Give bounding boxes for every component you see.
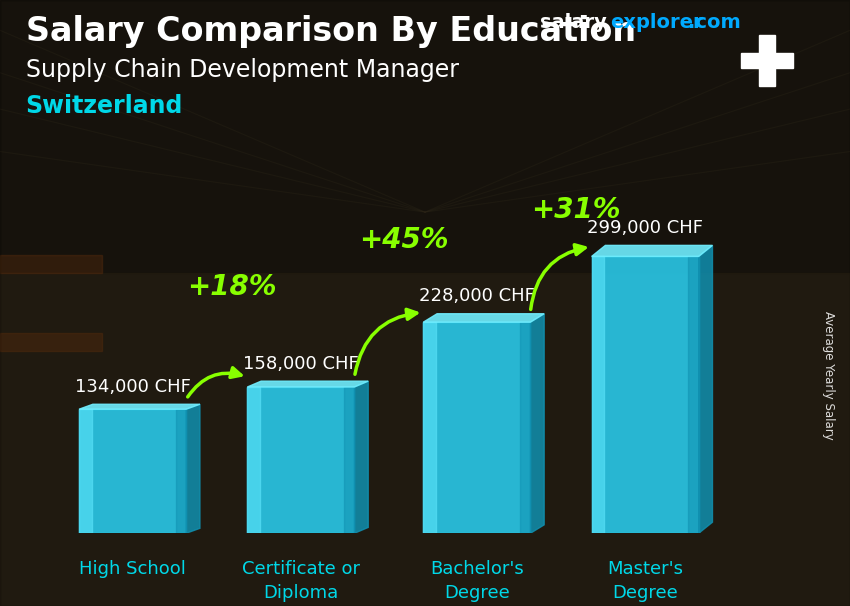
Text: 158,000 CHF: 158,000 CHF bbox=[243, 355, 359, 373]
Text: 228,000 CHF: 228,000 CHF bbox=[419, 287, 535, 305]
Bar bbox=[592, 256, 604, 533]
Text: +45%: +45% bbox=[360, 226, 449, 254]
Polygon shape bbox=[79, 404, 200, 409]
Bar bbox=[520, 322, 530, 533]
Bar bbox=[688, 256, 699, 533]
Bar bbox=[247, 387, 354, 533]
Bar bbox=[79, 409, 186, 533]
Text: Certificate or
Diploma: Certificate or Diploma bbox=[242, 560, 360, 602]
Polygon shape bbox=[423, 314, 544, 322]
Polygon shape bbox=[592, 245, 712, 256]
Text: High School: High School bbox=[79, 560, 186, 578]
Bar bbox=[344, 387, 354, 533]
Polygon shape bbox=[186, 404, 200, 533]
Text: .com: .com bbox=[688, 13, 741, 32]
Bar bbox=[0, 333, 102, 351]
Bar bbox=[592, 256, 699, 533]
Bar bbox=[247, 387, 260, 533]
Text: 299,000 CHF: 299,000 CHF bbox=[587, 219, 703, 237]
Polygon shape bbox=[530, 314, 544, 533]
Bar bbox=[423, 322, 436, 533]
Bar bbox=[0, 255, 102, 273]
Text: +18%: +18% bbox=[187, 273, 277, 301]
Bar bbox=[423, 322, 530, 533]
Bar bbox=[0, 273, 850, 606]
Text: salary: salary bbox=[540, 13, 607, 32]
Text: Average Yearly Salary: Average Yearly Salary bbox=[822, 311, 836, 440]
Text: Supply Chain Development Manager: Supply Chain Development Manager bbox=[26, 58, 458, 82]
Bar bbox=[79, 409, 92, 533]
Text: +31%: +31% bbox=[531, 196, 621, 224]
Text: explorer: explorer bbox=[610, 13, 703, 32]
Text: Bachelor's
Degree: Bachelor's Degree bbox=[430, 560, 524, 602]
Polygon shape bbox=[247, 381, 368, 387]
Bar bbox=[759, 35, 775, 86]
Polygon shape bbox=[699, 245, 712, 533]
Polygon shape bbox=[354, 381, 368, 533]
Bar bbox=[741, 53, 793, 68]
Text: Master's
Degree: Master's Degree bbox=[607, 560, 683, 602]
Bar bbox=[176, 409, 186, 533]
Text: 134,000 CHF: 134,000 CHF bbox=[75, 378, 190, 396]
Bar bbox=[0, 0, 850, 273]
Text: Salary Comparison By Education: Salary Comparison By Education bbox=[26, 15, 636, 48]
Text: Switzerland: Switzerland bbox=[26, 94, 183, 118]
